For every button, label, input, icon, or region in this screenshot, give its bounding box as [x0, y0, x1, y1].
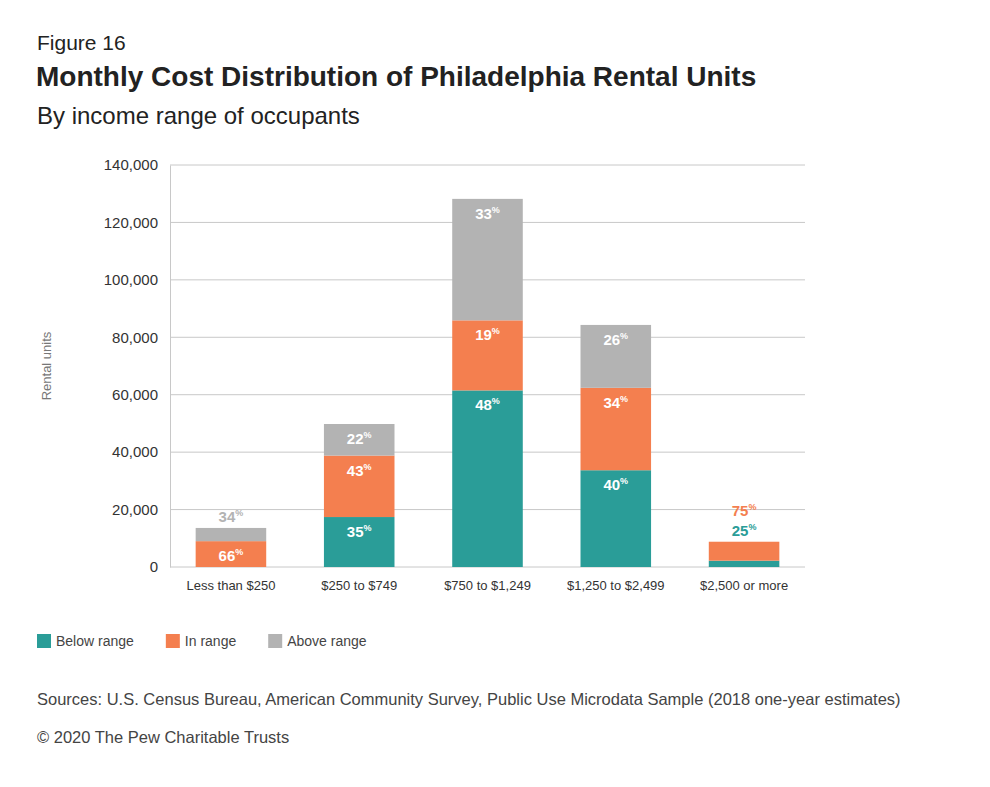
legend-swatch: [268, 634, 282, 648]
y-axis: 0 20,000 40,000 60,000 80,000 100,000 120,000 1…: [104, 156, 171, 575]
legend-swatch: [166, 634, 180, 648]
bars: [196, 199, 780, 567]
x-tick-label: $2,500 or more: [700, 578, 788, 593]
share-label: 66%: [219, 547, 244, 564]
bar-segment: [709, 561, 780, 567]
y-tick-label: 20,000: [112, 501, 158, 518]
copyright: © 2020 The Pew Charitable Trusts: [37, 728, 289, 746]
y-axis-line: [170, 166, 171, 568]
y-tick: 60,000: [112, 386, 170, 403]
bar-segment: [709, 542, 780, 561]
y-tick-label: 40,000: [112, 443, 158, 460]
bar-segment: [581, 325, 652, 388]
x-tick-label: $1,250 to $2,499: [567, 578, 665, 593]
y-tick: 140,000: [104, 156, 170, 173]
share-label: 33%: [475, 205, 500, 222]
figure-label: Figure 16: [37, 31, 126, 54]
legend: Below range In range Above range: [37, 633, 367, 649]
share-label: 40%: [603, 476, 628, 493]
share-label: 43%: [347, 462, 372, 479]
y-tick-label: 140,000: [104, 156, 158, 173]
x-tick: Less than $250: [186, 567, 275, 593]
x-tick: $1,250 to $2,499: [567, 567, 665, 593]
y-tick: 0: [150, 558, 170, 575]
x-tick: $750 to $1,249: [444, 567, 531, 593]
share-label: 34%: [603, 394, 628, 411]
legend-item: Above range: [268, 633, 367, 649]
legend-swatch: [37, 634, 51, 648]
bar-segment: [709, 541, 780, 542]
bar-segment: [324, 456, 395, 517]
title: Monthly Cost Distribution of Philadelphi…: [36, 61, 756, 92]
x-axis-line: [171, 567, 806, 568]
legend-item: In range: [166, 633, 237, 649]
y-tick-label: 60,000: [112, 386, 158, 403]
grid: [170, 165, 805, 567]
y-tick: 80,000: [112, 329, 170, 346]
source: Sources: U.S. Census Bureau, American Co…: [37, 690, 901, 708]
y-tick-label: 0: [150, 558, 158, 575]
y-tick-label: 100,000: [104, 271, 158, 288]
share-labels: 66% 34% 35% 43% 22% 48% 19% 33% 40% 34% 26% 25% 75%: [219, 205, 757, 564]
y-tick: 120,000: [104, 214, 170, 231]
bar-segment: [452, 199, 523, 320]
share-label: 19%: [475, 326, 500, 343]
y-axis-title: Rental units: [39, 331, 54, 400]
x-tick-label: $250 to $749: [321, 578, 397, 593]
x-tick-label: $750 to $1,249: [444, 578, 531, 593]
bar-segment: [196, 541, 267, 567]
y-tick-label: 80,000: [112, 329, 158, 346]
y-tick: 40,000: [112, 443, 170, 460]
y-tick: 100,000: [104, 271, 170, 288]
bar-segment: [324, 517, 395, 567]
legend-label: Below range: [56, 633, 134, 649]
y-tick-label: 120,000: [104, 214, 158, 231]
share-label: 35%: [347, 523, 372, 540]
bar-segment: [581, 388, 652, 470]
share-label: 22%: [347, 430, 372, 447]
legend-item: Below range: [37, 633, 134, 649]
x-tick-label: Less than $250: [186, 578, 275, 593]
legend-label: In range: [185, 633, 237, 649]
share-label: 26%: [603, 331, 628, 348]
bar-segment: [452, 390, 523, 567]
share-label: 48%: [475, 396, 500, 413]
share-label: 75%: [732, 502, 757, 519]
bar-segment: [324, 424, 395, 456]
legend-label: Above range: [287, 633, 367, 649]
x-axis: Less than $250 $250 to $749 $750 to $1,249…: [171, 567, 806, 593]
share-label: 25%: [732, 522, 757, 539]
share-label: 34%: [219, 508, 244, 525]
grid-line: [170, 165, 805, 166]
bar-segment: [452, 320, 523, 390]
x-tick: $250 to $749: [321, 567, 397, 593]
chart: Figure 16 Monthly Cost Distribution of Ph…: [0, 0, 990, 787]
y-tick: 20,000: [112, 501, 170, 518]
bar-segment: [196, 528, 267, 541]
subtitle: By income range of occupants: [37, 102, 360, 129]
x-tick: $2,500 or more: [700, 567, 788, 593]
bar-segment: [581, 470, 652, 567]
